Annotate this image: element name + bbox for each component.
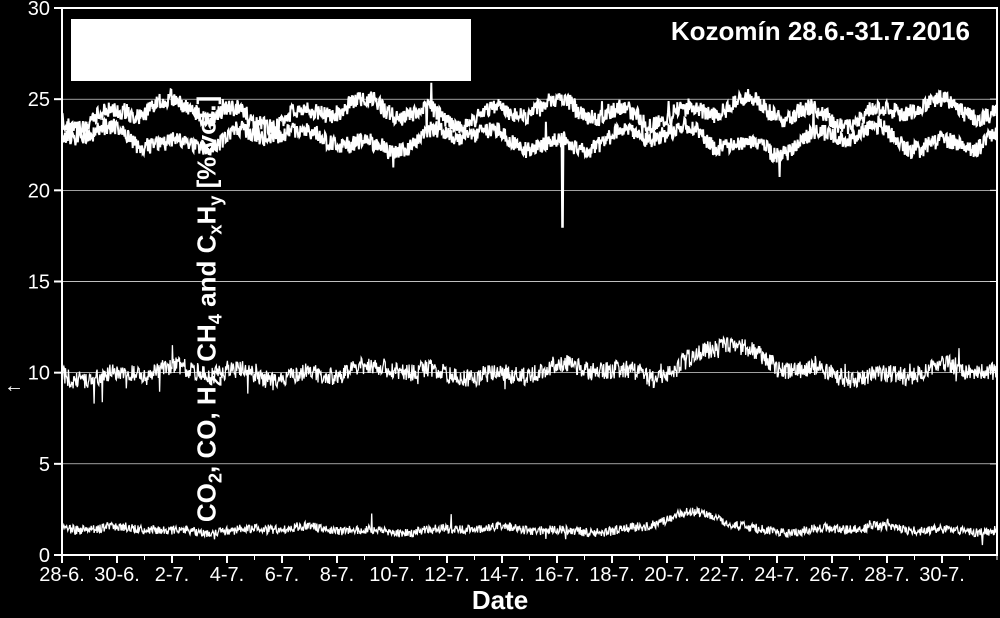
arrow-marker-icon: ←	[4, 375, 24, 398]
svg-text:28-6.: 28-6.	[39, 564, 85, 586]
svg-text:20: 20	[28, 180, 50, 202]
svg-text:2-7.: 2-7.	[155, 564, 189, 586]
svg-text:22-7.: 22-7.	[699, 564, 745, 586]
svg-text:14-7.: 14-7.	[479, 564, 525, 586]
svg-text:30-7.: 30-7.	[919, 564, 965, 586]
svg-text:30: 30	[28, 0, 50, 20]
svg-text:4-7.: 4-7.	[210, 564, 244, 586]
svg-text:6-7.: 6-7.	[265, 564, 299, 586]
svg-text:30-6.: 30-6.	[94, 564, 140, 586]
svg-text:18-7.: 18-7.	[589, 564, 635, 586]
svg-text:15: 15	[28, 272, 50, 294]
svg-text:25: 25	[28, 89, 50, 111]
svg-text:8-7.: 8-7.	[320, 564, 354, 586]
chart-container: 05101520253028-6.30-6.2-7.4-7.6-7.8-7.10…	[0, 0, 1000, 618]
svg-text:26-7.: 26-7.	[809, 564, 855, 586]
chart-title: Kozomín 28.6.-31.7.2016	[671, 16, 970, 47]
svg-text:24-7.: 24-7.	[754, 564, 800, 586]
svg-text:16-7.: 16-7.	[534, 564, 580, 586]
legend-box	[70, 18, 472, 82]
svg-text:10-7.: 10-7.	[369, 564, 415, 586]
svg-text:20-7.: 20-7.	[644, 564, 690, 586]
chart-svg: 05101520253028-6.30-6.2-7.4-7.6-7.8-7.10…	[0, 0, 1000, 618]
svg-text:12-7.: 12-7.	[424, 564, 470, 586]
y-axis-label: CO2, CO, H2, CH4 and CxHy [% vol.]	[192, 96, 227, 522]
svg-text:28-7.: 28-7.	[864, 564, 910, 586]
svg-text:10: 10	[28, 363, 50, 385]
svg-text:5: 5	[39, 454, 50, 476]
x-axis-label: Date	[472, 585, 528, 616]
